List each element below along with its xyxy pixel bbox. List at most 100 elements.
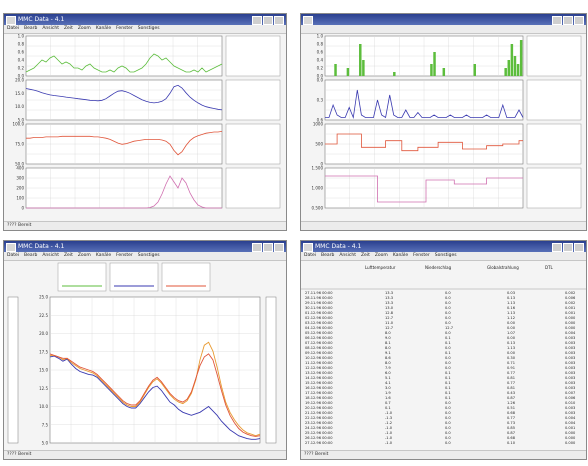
- table-cell: 0.0: [445, 361, 451, 365]
- menu-item[interactable]: Zeit: [63, 253, 73, 258]
- menu-item[interactable]: Ansicht: [42, 253, 59, 258]
- y-tick-label: 0.8: [317, 42, 324, 47]
- table-cell: 6.0: [385, 371, 391, 375]
- table-cell: 0.0: [445, 321, 451, 325]
- menu-item[interactable]: Bearb: [24, 26, 38, 31]
- menu-item[interactable]: Kanäle: [95, 253, 112, 258]
- table-cell: 0.006: [565, 296, 576, 300]
- table-cell: 13.0: [385, 306, 394, 310]
- menu-item[interactable]: Sonstiges: [137, 26, 160, 31]
- table-cell: 0.00: [507, 326, 516, 330]
- table-cell-date: 17.12.96 00:00: [305, 391, 333, 395]
- menu-item[interactable]: Bearb: [24, 253, 38, 258]
- table-cell: 0.003: [565, 341, 575, 345]
- minimize-button[interactable]: [552, 243, 562, 252]
- menu-item[interactable]: Kanäle: [95, 26, 112, 31]
- menu-item[interactable]: Kanäle: [392, 253, 409, 258]
- table-cell: 0.77: [507, 371, 515, 375]
- series-line: [25, 84, 223, 111]
- y-tick-label: 100: [16, 196, 24, 201]
- table-cell: 0.0: [445, 296, 451, 300]
- title-bar: MMC Data - 4.1: [4, 14, 286, 25]
- window-top-left: MMC Data - 4.1 Datei Bearb Ansicht Zeit Zoom…: [3, 13, 287, 231]
- table-cell: 0.003: [565, 356, 575, 360]
- close-button[interactable]: [574, 243, 584, 252]
- maximize-button[interactable]: [563, 243, 573, 252]
- window-title: MMC Data - 4.1: [18, 16, 65, 23]
- close-button[interactable]: [274, 16, 284, 25]
- table-header: DTL: [545, 265, 554, 270]
- table-cell: 7.9: [385, 366, 391, 370]
- series-line: [325, 133, 523, 152]
- y-tick-label: 5.0: [42, 441, 49, 446]
- table-cell-date: 09.12.96 00:00: [305, 351, 333, 355]
- menu-item[interactable]: Datei: [7, 253, 20, 258]
- menu-item[interactable]: Datei: [304, 253, 317, 258]
- menu-item[interactable]: Fenster: [116, 26, 133, 31]
- table-cell: -1.3: [385, 416, 392, 420]
- minimize-button[interactable]: [252, 243, 262, 252]
- menu-item[interactable]: Zeit: [360, 253, 370, 258]
- legend-box: [225, 167, 281, 209]
- table-cell: 0.003: [565, 386, 575, 390]
- y-tick-label: 25.0: [39, 295, 48, 300]
- menu-item[interactable]: Zeit: [63, 26, 73, 31]
- legend-box: [526, 35, 582, 77]
- table-cell: -1.0: [385, 426, 393, 430]
- y-tick-label: 10.0: [15, 104, 24, 109]
- y-tick-label: 0: [320, 162, 323, 167]
- table-cell-date: 07.12.96 00:00: [305, 341, 333, 345]
- maximize-button[interactable]: [263, 243, 273, 252]
- maximize-button[interactable]: [263, 16, 273, 25]
- table-header: Niederschlag: [425, 265, 452, 270]
- table-cell-date: 29.11.96 00:00: [305, 301, 333, 305]
- menu-item[interactable]: Zoom: [77, 253, 91, 258]
- table-cell: 11.0: [385, 321, 394, 325]
- menu-item[interactable]: Datei: [7, 26, 20, 31]
- bar: [513, 56, 517, 76]
- table-cell: 0.003: [565, 351, 575, 355]
- menu-item[interactable]: Zoom: [374, 253, 388, 258]
- menu-item[interactable]: Fenster: [116, 253, 133, 258]
- minimize-button[interactable]: [252, 16, 262, 25]
- table-cell: 8.0: [385, 361, 391, 365]
- table-cell: 0.81: [507, 386, 515, 390]
- table-cell: -1.0: [385, 441, 393, 445]
- maximize-button[interactable]: [563, 16, 573, 25]
- y-tick-label: 17.5: [39, 349, 48, 354]
- level-gauge: [7, 296, 19, 444]
- table-cell-date: 10.12.96 00:00: [305, 356, 333, 360]
- table-cell: 12.7: [385, 326, 393, 330]
- table-cell-date: 16.12.96 00:00: [305, 386, 333, 390]
- close-button[interactable]: [574, 16, 584, 25]
- y-tick-label: 5.0: [18, 118, 25, 123]
- y-tick-label: 0.4: [317, 58, 324, 63]
- menu-item[interactable]: Sonstiges: [434, 253, 457, 258]
- table-cell: 0.0: [445, 331, 451, 335]
- table-cell: 0.003: [565, 371, 575, 375]
- table-cell-date: 06.12.96 00:00: [305, 336, 333, 340]
- combined-chart: 25.0 22.5 20.0 17.5 15.0 12.5 10.0 7.5 5.0: [7, 262, 277, 446]
- table-cell-date: 27.11.96 00:00: [305, 291, 333, 295]
- table-cell: 0.000: [565, 436, 576, 440]
- minimize-button[interactable]: [552, 16, 562, 25]
- bar: [507, 60, 511, 76]
- menu-item[interactable]: Ansicht: [339, 253, 356, 258]
- menu-item[interactable]: Fenster: [413, 253, 430, 258]
- menu-item[interactable]: Sonstiges: [137, 253, 160, 258]
- y-tick-label: 1.000: [312, 186, 324, 191]
- menu-item[interactable]: Zoom: [77, 26, 91, 31]
- bar: [334, 64, 337, 76]
- table-cell: 0.0: [445, 436, 451, 440]
- table-cell: -1.2: [385, 421, 392, 425]
- table-cell: 0.000: [565, 326, 576, 330]
- close-button[interactable]: [274, 243, 284, 252]
- y-tick-label: 0.0: [18, 74, 25, 79]
- menu-item[interactable]: Bearb: [321, 253, 335, 258]
- status-bar: ???? Bereit: [4, 450, 286, 459]
- table-cell: 0.0: [445, 406, 451, 410]
- window-bottom-right: MMC Data - 4.1 Datei Bearb Ansicht Zeit Zoom…: [300, 240, 587, 460]
- table-cell: 0.51: [507, 406, 515, 410]
- menu-item[interactable]: Ansicht: [42, 26, 59, 31]
